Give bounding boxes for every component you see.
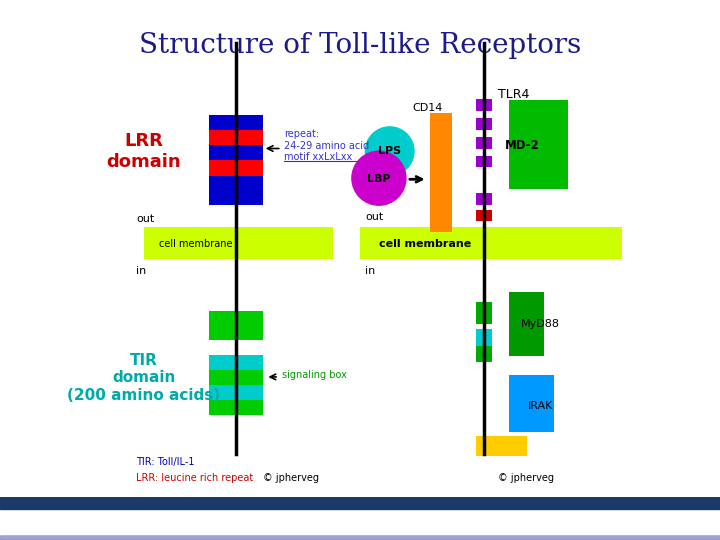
Text: out: out bbox=[365, 212, 384, 222]
Bar bbox=[209, 176, 263, 205]
Bar bbox=[0, 536, 720, 538]
Text: LBP: LBP bbox=[367, 174, 391, 184]
Bar bbox=[0, 537, 720, 539]
Bar bbox=[0, 507, 720, 509]
Bar bbox=[209, 370, 263, 385]
Bar bbox=[0, 537, 720, 539]
Bar bbox=[476, 210, 492, 221]
Bar bbox=[0, 536, 720, 538]
FancyBboxPatch shape bbox=[360, 227, 622, 259]
Circle shape bbox=[366, 127, 414, 176]
Bar bbox=[476, 137, 492, 148]
Bar bbox=[0, 538, 720, 540]
Text: LPS: LPS bbox=[378, 146, 401, 156]
Text: IRAK: IRAK bbox=[528, 401, 553, 411]
Text: in: in bbox=[365, 266, 376, 276]
Text: in: in bbox=[136, 266, 146, 276]
Bar bbox=[476, 156, 492, 167]
Bar bbox=[209, 160, 263, 176]
Bar bbox=[508, 100, 568, 189]
Bar bbox=[431, 113, 452, 232]
Text: Structure of Toll-like Receptors: Structure of Toll-like Receptors bbox=[139, 32, 581, 59]
Bar bbox=[0, 537, 720, 539]
FancyBboxPatch shape bbox=[144, 227, 333, 259]
Bar bbox=[209, 145, 263, 160]
Bar bbox=[476, 193, 492, 205]
Bar bbox=[0, 536, 720, 538]
Bar bbox=[508, 375, 554, 432]
Bar bbox=[0, 537, 720, 539]
Bar bbox=[476, 346, 492, 362]
Text: signaling box: signaling box bbox=[282, 370, 346, 380]
Bar bbox=[476, 302, 492, 324]
Bar bbox=[209, 115, 263, 130]
Text: TLR4: TLR4 bbox=[498, 88, 529, 101]
Bar bbox=[0, 537, 720, 539]
Bar bbox=[476, 99, 492, 111]
Bar bbox=[0, 536, 720, 538]
Bar bbox=[476, 329, 492, 346]
Bar bbox=[508, 292, 544, 356]
Text: cell membrane: cell membrane bbox=[158, 239, 232, 249]
Bar bbox=[209, 385, 263, 400]
Text: LRR: leucine rich repeat: LRR: leucine rich repeat bbox=[136, 473, 253, 483]
Bar bbox=[0, 537, 720, 539]
Bar bbox=[209, 400, 263, 415]
Bar bbox=[0, 537, 720, 539]
Bar bbox=[0, 537, 720, 539]
Text: out: out bbox=[136, 214, 154, 224]
Bar bbox=[209, 355, 263, 370]
Text: cell membrane: cell membrane bbox=[379, 239, 471, 249]
Bar bbox=[0, 538, 720, 540]
Bar bbox=[209, 310, 263, 340]
Text: TIR
domain
(200 amino acids): TIR domain (200 amino acids) bbox=[68, 353, 220, 403]
Bar bbox=[0, 536, 720, 538]
Bar bbox=[0, 497, 720, 508]
Text: ACADEMY    OF ATHENS: ACADEMY OF ATHENS bbox=[1, 521, 100, 529]
Bar bbox=[0, 536, 720, 538]
Text: MyD88: MyD88 bbox=[521, 319, 560, 329]
Bar bbox=[476, 436, 527, 456]
Bar bbox=[0, 536, 720, 538]
Bar bbox=[209, 130, 263, 145]
Text: TIR: Toll/IL-1: TIR: Toll/IL-1 bbox=[136, 457, 194, 467]
Bar bbox=[476, 118, 492, 130]
Text: repeat:
24-29 amino acid
motif xxLxLxx: repeat: 24-29 amino acid motif xxLxLxx bbox=[284, 129, 369, 163]
Text: LRR
domain: LRR domain bbox=[107, 132, 181, 171]
Bar bbox=[0, 538, 720, 540]
Text: MD-2: MD-2 bbox=[505, 139, 539, 152]
Bar bbox=[0, 537, 720, 539]
Circle shape bbox=[352, 151, 406, 205]
Text: CD14: CD14 bbox=[413, 103, 443, 113]
Text: © jpherveg: © jpherveg bbox=[498, 473, 554, 483]
Bar bbox=[0, 537, 720, 539]
Text: © jpherveg: © jpherveg bbox=[263, 473, 319, 483]
Text: BIOMEDICAL RESEARCH FOUNDATION: BIOMEDICAL RESEARCH FOUNDATION bbox=[229, 518, 491, 531]
